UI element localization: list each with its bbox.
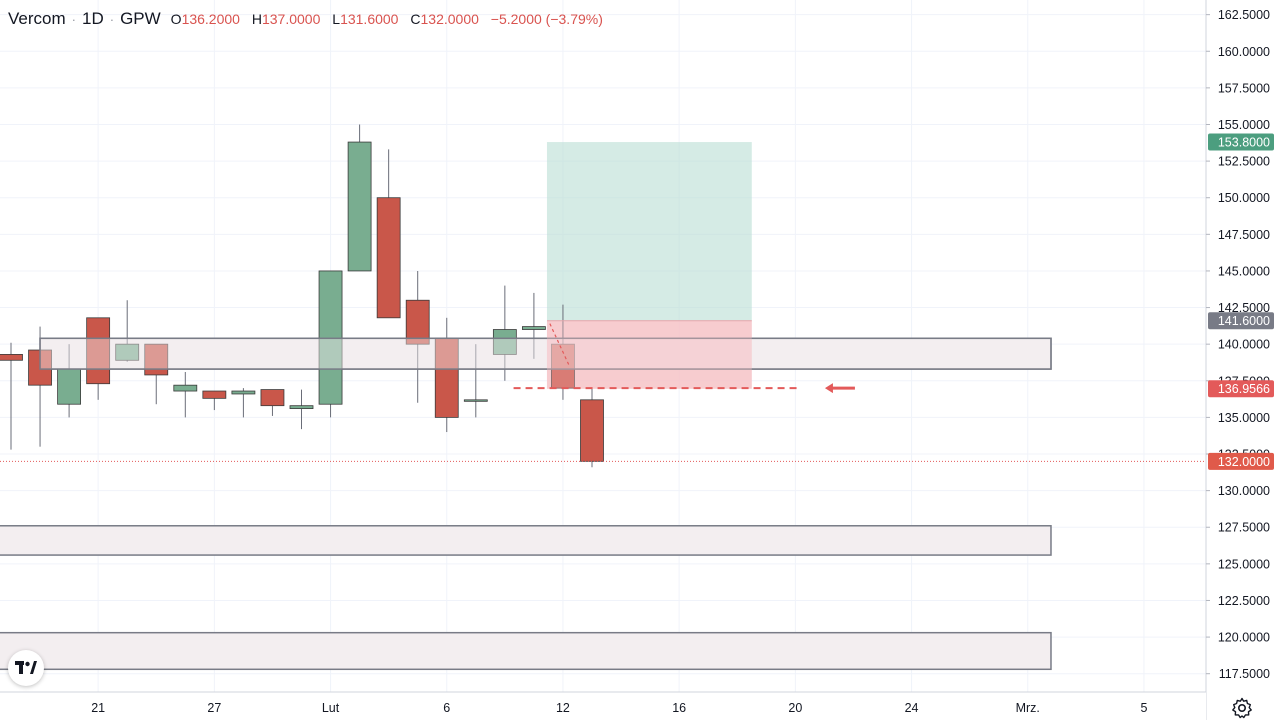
position-stop-overlay [546, 320, 752, 389]
symbol-legend: Vercom · 1D · GPW O136.2000 H137.0000 L1… [8, 9, 603, 29]
price-axis[interactable] [1206, 0, 1280, 720]
price-tick-label: 125.0000 [1218, 557, 1270, 571]
time-tick-label: 6 [443, 701, 450, 715]
candle-body[interactable] [115, 343, 140, 361]
position-connector-line [549, 323, 570, 365]
price-label-stop[interactable] [1208, 380, 1274, 398]
ohlc-values: O136.2000 H137.0000 L131.6000 C132.0000 … [171, 11, 603, 27]
time-tick-label: 27 [207, 701, 221, 715]
price-tick-label: 127.5000 [1218, 521, 1270, 535]
candle-body[interactable] [289, 405, 314, 410]
low-label: L [332, 11, 341, 27]
price-tick-label: 135.0000 [1218, 411, 1270, 425]
interval-label[interactable]: 1D [81, 9, 104, 28]
candle-body[interactable] [580, 399, 604, 462]
time-tick-label: Lut [322, 701, 340, 715]
exchange-label: GPW [120, 9, 161, 28]
support-resistance-zone[interactable] [0, 525, 1052, 556]
candle-body[interactable] [144, 343, 169, 376]
price-tick-label: 152.5000 [1218, 155, 1270, 169]
price-tick-label: 142.5000 [1218, 301, 1270, 315]
high-value: 137.0000 [261, 11, 321, 27]
time-tick-label: 24 [905, 701, 919, 715]
time-tick-label: 5 [1140, 701, 1147, 715]
price-tick-label: 155.0000 [1218, 118, 1270, 132]
candle-body[interactable] [492, 329, 517, 355]
settings-gear-icon[interactable] [1230, 696, 1254, 720]
close-value: 132.0000 [420, 11, 479, 27]
candle-body[interactable] [57, 368, 81, 405]
tradingview-logo-icon [15, 661, 37, 674]
price-tick-label: 145.0000 [1218, 264, 1270, 278]
open-label: O [170, 11, 182, 27]
price-tick-label: 147.5000 [1218, 228, 1270, 242]
candle-body[interactable] [405, 299, 430, 345]
candle-body[interactable] [260, 389, 285, 407]
arrow-left-icon[interactable] [824, 383, 833, 394]
tradingview-logo[interactable] [8, 650, 44, 686]
candle-body[interactable] [86, 317, 111, 385]
price-tick-label: 130.0000 [1218, 484, 1270, 498]
time-tick-label: 12 [556, 701, 570, 715]
support-resistance-zone[interactable] [0, 631, 1052, 671]
price-tick-label: 140.0000 [1218, 338, 1270, 352]
position-stop-zone[interactable] [546, 320, 752, 389]
price-label-target[interactable] [1208, 133, 1274, 151]
separator-dot: · [109, 11, 115, 27]
price-label-close[interactable] [1208, 452, 1274, 470]
time-tick-label: 16 [672, 701, 686, 715]
time-tick-label: Mrz. [1016, 701, 1040, 715]
price-tick-label: 150.0000 [1218, 191, 1270, 205]
price-tick-label: 162.5000 [1218, 8, 1270, 22]
price-tick-label: 157.5000 [1218, 81, 1270, 95]
price-label-target-text: 153.8000 [1218, 136, 1270, 150]
price-tick-label: 120.0000 [1218, 631, 1270, 645]
candle-body[interactable] [463, 399, 488, 402]
price-tick-label: 117.5000 [1219, 667, 1270, 681]
candle-body[interactable] [347, 141, 372, 272]
candle-body[interactable] [522, 326, 546, 330]
high-label: H [251, 11, 262, 27]
position-target-zone[interactable] [546, 142, 752, 321]
candle-body[interactable] [231, 390, 256, 395]
change-value: −5.2000 (−3.79%) [490, 11, 603, 27]
price-label-stop-text: 136.9566 [1218, 382, 1270, 396]
symbol-name[interactable]: Vercom [8, 9, 66, 28]
close-label: C [410, 11, 421, 27]
price-label-entry[interactable] [1208, 312, 1274, 330]
price-tick-label: 160.0000 [1218, 45, 1270, 59]
separator-dot: · [71, 11, 76, 27]
price-label-entry-text: 141.6000 [1218, 314, 1270, 328]
time-axis[interactable] [0, 692, 1206, 720]
open-value: 136.2000 [181, 11, 240, 27]
candle-body[interactable] [173, 384, 198, 392]
price-label-close-text: 132.0000 [1218, 455, 1270, 469]
zone-overlay [39, 337, 1052, 370]
candle-body[interactable] [376, 197, 401, 319]
candle-body[interactable] [202, 390, 227, 399]
low-value: 131.6000 [340, 11, 399, 27]
time-tick-label: 20 [788, 701, 802, 715]
candle-body[interactable] [0, 354, 23, 361]
time-tick-label: 21 [91, 701, 105, 715]
price-tick-label: 122.5000 [1218, 594, 1270, 608]
